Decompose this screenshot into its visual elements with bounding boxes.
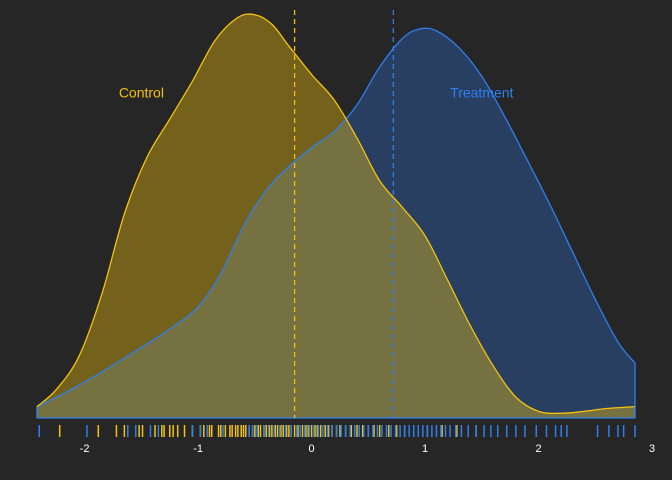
- x-tick-label: -2: [80, 443, 90, 455]
- density-areas: [37, 14, 635, 418]
- x-tick-label: 1: [422, 443, 428, 455]
- density-curve-control: [36, 13, 636, 415]
- x-axis-tick-labels: -2 -1 0 1 2 3: [80, 443, 655, 455]
- series-labels: Control Treatment: [119, 84, 514, 100]
- density-area-treatment: [37, 28, 635, 418]
- series-label-control: Control: [119, 84, 164, 100]
- density-curve-treatment: [36, 27, 636, 408]
- density-curves: [36, 13, 636, 418]
- rug-plot: [38, 425, 636, 437]
- mean-lines: [293, 10, 394, 418]
- x-tick-label: 3: [649, 443, 655, 455]
- x-tick-label: 2: [535, 443, 541, 455]
- x-tick-label: -1: [193, 443, 203, 455]
- series-label-treatment: Treatment: [450, 84, 513, 100]
- x-tick-label: 0: [309, 443, 315, 455]
